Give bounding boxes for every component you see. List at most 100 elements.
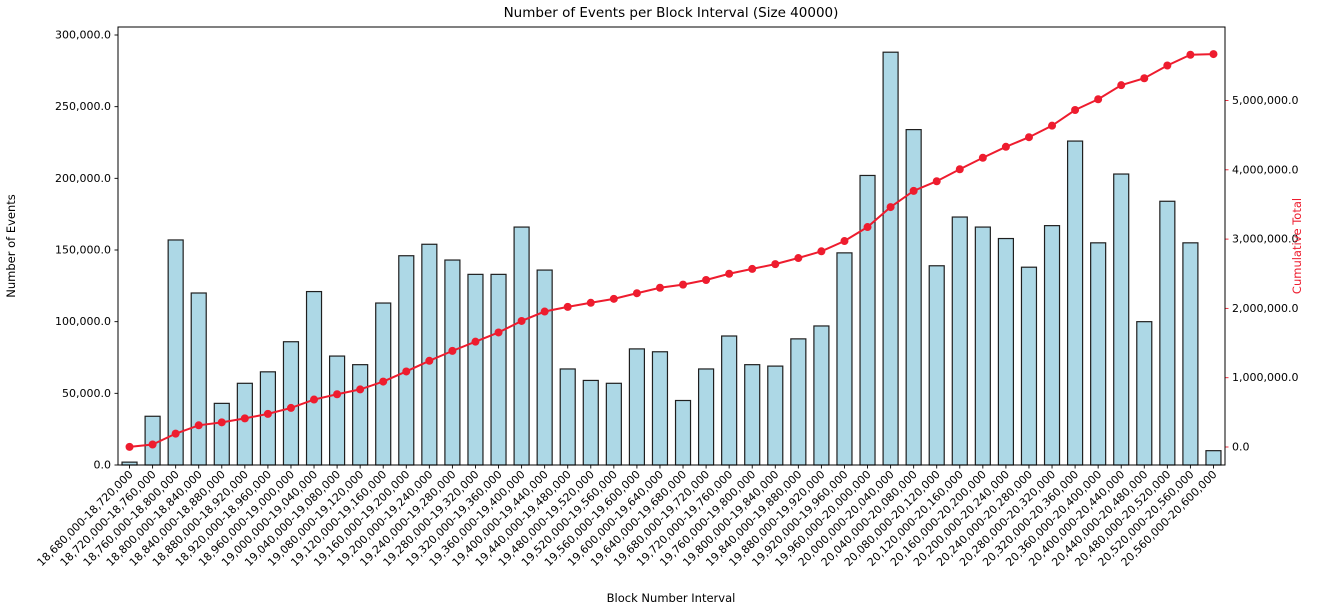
bar-19,200,000-19,240,000	[421, 243, 438, 466]
bar-19,000,000-19,040,000	[305, 290, 323, 466]
bar-20,320,000-20,360,000	[1066, 140, 1084, 466]
bar-19,680,000-19,720,000	[697, 368, 715, 466]
cumulative-point-19,800,000-19,840,000	[771, 260, 780, 269]
cumulative-point-19,920,000-19,960,000	[840, 237, 849, 246]
bar-19,640,000-19,680,000	[674, 399, 692, 466]
bar-19,240,000-19,280,000	[444, 259, 461, 466]
bar-19,280,000-19,320,000	[467, 273, 484, 466]
cumulative-point-19,320,000-19,360,000	[494, 328, 503, 337]
y-tick-label-left: 250,000.0	[55, 100, 111, 113]
bar-19,600,000-19,640,000	[651, 351, 669, 466]
cumulative-point-19,080,000-19,120,000	[356, 385, 365, 394]
bar-19,480,000-19,520,000	[582, 379, 599, 466]
y-axis-label-right: Cumulative Total	[1290, 198, 1304, 294]
bar-20,360,000-20,400,000	[1090, 242, 1107, 466]
bar-19,040,000-19,080,000	[328, 355, 346, 466]
cumulative-point-19,120,000-19,160,000	[379, 377, 388, 386]
bar-20,200,000-20,240,000	[997, 237, 1015, 466]
cumulative-point-18,680,000-18,720,000	[125, 442, 134, 451]
cumulative-point-19,040,000-19,080,000	[333, 390, 342, 399]
cumulative-point-18,920,000-18,960,000	[263, 409, 272, 418]
cumulative-point-19,440,000-19,480,000	[563, 302, 572, 311]
cumulative-point-18,720,000-18,760,000	[148, 440, 157, 449]
y-tick-label-left: 200,000.0	[55, 172, 111, 185]
bar-19,160,000-19,200,000	[398, 255, 415, 466]
bar-20,000,000-20,040,000	[882, 51, 899, 466]
bar-19,760,000-19,800,000	[744, 364, 761, 466]
bar-20,480,000-20,520,000	[1159, 200, 1176, 466]
cumulative-point-19,000,000-19,040,000	[310, 395, 319, 404]
bar-19,360,000-19,400,000	[513, 226, 530, 466]
cumulative-point-18,800,000-18,840,000	[194, 421, 203, 430]
cumulative-point-20,480,000-20,520,000	[1163, 61, 1172, 70]
y-axis-label-left: Number of Events	[4, 194, 18, 298]
bar-18,880,000-18,920,000	[236, 382, 253, 466]
x-axis-label: Block Number Interval	[607, 591, 736, 605]
cumulative-point-20,320,000-20,360,000	[1071, 105, 1080, 114]
cumulative-point-19,840,000-19,880,000	[794, 254, 803, 263]
bar-20,040,000-20,080,000	[905, 128, 922, 466]
cumulative-point-19,360,000-19,400,000	[517, 316, 526, 325]
axes-spines	[117, 26, 1226, 466]
bar-19,960,000-20,000,000	[859, 174, 876, 466]
cumulative-line	[129, 53, 1214, 448]
cumulative-point-20,240,000-20,280,000	[1024, 133, 1033, 142]
cumulative-point-20,560,000-20,600,000	[1209, 50, 1218, 59]
cumulative-point-20,200,000-20,240,000	[1001, 142, 1010, 151]
y-tick-label-right: 5,000,000.0	[1232, 94, 1298, 107]
bar-20,560,000-20,600,000	[1205, 450, 1222, 466]
bar-20,120,000-20,160,000	[951, 216, 968, 466]
bar-20,520,000-20,560,000	[1182, 242, 1199, 466]
cumulative-point-20,280,000-20,320,000	[1048, 121, 1057, 130]
cumulative-point-19,280,000-19,320,000	[471, 337, 480, 346]
y-tick-label-left: 100,000.0	[55, 315, 111, 328]
bar-19,320,000-19,360,000	[490, 273, 507, 466]
cumulative-point-20,440,000-20,480,000	[1140, 74, 1149, 83]
chart-title: Number of Events per Block Interval (Siz…	[504, 5, 839, 21]
cumulative-point-20,000,000-20,040,000	[886, 203, 895, 212]
y-tick-label-right: 1,000,000.0	[1232, 371, 1298, 384]
cumulative-point-18,880,000-18,920,000	[240, 414, 249, 423]
bar-18,920,000-18,960,000	[259, 371, 277, 466]
bar-20,440,000-20,480,000	[1136, 321, 1153, 466]
cumulative-point-20,120,000-20,160,000	[955, 165, 964, 174]
y-tick-label-left: 50,000.0	[62, 387, 111, 400]
bar-18,840,000-18,880,000	[213, 402, 230, 466]
y-tick-label-left: 0.0	[94, 459, 112, 472]
cumulative-point-19,560,000-19,600,000	[632, 289, 641, 298]
bar-20,400,000-20,440,000	[1113, 173, 1130, 466]
cumulative-point-19,760,000-19,800,000	[748, 264, 757, 273]
bar-20,280,000-20,320,000	[1043, 225, 1061, 466]
cumulative-point-19,520,000-19,560,000	[609, 294, 618, 303]
cumulative-point-19,200,000-19,240,000	[425, 356, 434, 365]
bar-19,800,000-19,840,000	[767, 365, 784, 466]
cumulative-point-18,960,000-19,000,000	[286, 403, 295, 412]
bar-18,800,000-18,840,000	[190, 292, 207, 466]
y-tick-label-left: 300,000.0	[55, 28, 111, 41]
bar-19,560,000-19,600,000	[628, 348, 646, 466]
cumulative-point-19,480,000-19,520,000	[586, 298, 595, 307]
y-tick-label-left: 150,000.0	[55, 243, 111, 256]
y-tick-label-right: 0.0	[1232, 441, 1250, 454]
chart-plot-area: 18,680,000-18,720,00018,720,000-18,760,0…	[35, 26, 1298, 569]
bar-19,520,000-19,560,000	[605, 382, 622, 466]
bar-19,920,000-19,960,000	[836, 252, 853, 466]
cumulative-point-19,880,000-19,920,000	[817, 247, 826, 256]
bar-19,440,000-19,480,000	[559, 368, 576, 466]
bar-20,080,000-20,120,000	[928, 265, 945, 466]
cumulative-point-19,680,000-19,720,000	[702, 275, 711, 284]
bar-19,720,000-19,760,000	[721, 335, 738, 466]
cumulative-point-18,840,000-18,880,000	[217, 418, 226, 427]
bar-19,400,000-19,440,000	[536, 269, 553, 466]
y-tick-label-right: 4,000,000.0	[1232, 163, 1298, 176]
cumulative-point-18,760,000-18,800,000	[171, 429, 180, 438]
y-tick-label-right: 3,000,000.0	[1232, 233, 1298, 246]
cumulative-point-19,400,000-19,440,000	[540, 307, 549, 316]
cumulative-point-20,040,000-20,080,000	[909, 186, 918, 195]
cumulative-point-19,160,000-19,200,000	[402, 367, 411, 376]
bar-19,840,000-19,880,000	[790, 338, 807, 466]
cumulative-point-20,360,000-20,400,000	[1094, 95, 1103, 104]
cumulative-point-20,400,000-20,440,000	[1117, 81, 1126, 90]
